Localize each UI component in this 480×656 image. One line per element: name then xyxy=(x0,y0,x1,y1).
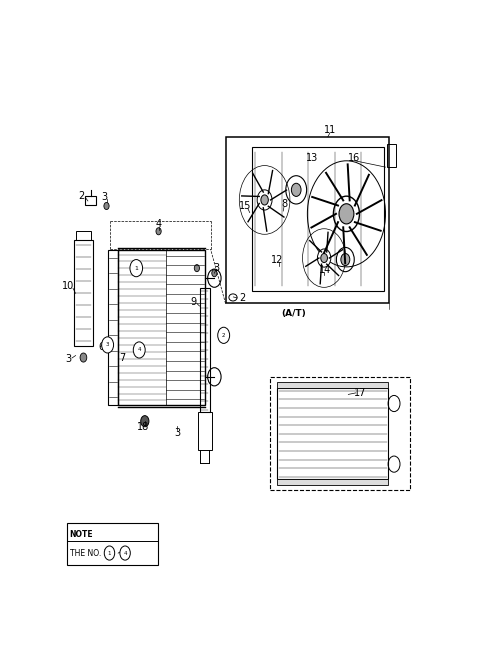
Text: 1: 1 xyxy=(108,550,111,556)
Text: 7: 7 xyxy=(120,352,126,363)
Text: 5: 5 xyxy=(217,331,224,341)
Bar xyxy=(200,289,210,412)
Text: 1: 1 xyxy=(134,266,138,271)
Text: 13: 13 xyxy=(306,153,318,163)
Circle shape xyxy=(120,546,130,560)
Circle shape xyxy=(133,342,145,358)
Circle shape xyxy=(291,183,301,196)
Text: 3: 3 xyxy=(101,192,107,203)
Circle shape xyxy=(334,196,360,232)
Circle shape xyxy=(218,327,229,343)
Circle shape xyxy=(141,416,149,427)
Text: ~: ~ xyxy=(116,548,123,558)
Text: 11: 11 xyxy=(324,125,336,135)
Circle shape xyxy=(156,228,161,235)
Circle shape xyxy=(102,337,114,353)
Text: 6: 6 xyxy=(98,342,105,352)
Text: 2: 2 xyxy=(239,293,245,304)
Circle shape xyxy=(104,546,115,560)
Circle shape xyxy=(339,204,354,224)
Text: 12: 12 xyxy=(271,255,284,264)
Bar xyxy=(277,388,388,480)
Bar xyxy=(226,137,389,304)
Bar xyxy=(198,412,212,450)
Bar xyxy=(108,251,118,405)
Text: 16: 16 xyxy=(348,153,360,163)
Bar xyxy=(387,144,396,167)
Bar xyxy=(76,232,91,240)
Circle shape xyxy=(130,260,143,277)
Text: 8: 8 xyxy=(281,199,287,209)
Circle shape xyxy=(261,195,268,205)
Text: 2: 2 xyxy=(222,333,226,338)
Text: 4: 4 xyxy=(123,550,127,556)
Text: 4: 4 xyxy=(137,348,141,352)
Text: 3: 3 xyxy=(106,342,109,348)
Text: 4: 4 xyxy=(156,219,162,229)
Text: 2: 2 xyxy=(78,191,84,201)
Text: 9: 9 xyxy=(191,297,197,307)
Bar xyxy=(67,523,158,565)
Text: NOTE: NOTE xyxy=(70,530,93,539)
Bar xyxy=(277,480,388,485)
Circle shape xyxy=(194,264,200,272)
Circle shape xyxy=(341,253,350,266)
Text: (A/T): (A/T) xyxy=(281,309,306,318)
Circle shape xyxy=(257,190,272,210)
Circle shape xyxy=(104,203,109,209)
Text: 3: 3 xyxy=(174,428,180,438)
Text: 3: 3 xyxy=(213,263,219,273)
Bar xyxy=(270,377,409,491)
Circle shape xyxy=(212,270,217,277)
Bar xyxy=(85,196,96,205)
Circle shape xyxy=(80,353,87,362)
Text: 3: 3 xyxy=(65,354,71,364)
Text: 14: 14 xyxy=(319,264,331,275)
Text: THE NO. 1 :: THE NO. 1 : xyxy=(71,548,116,558)
Bar xyxy=(118,251,205,405)
Bar xyxy=(74,240,93,346)
Text: 17: 17 xyxy=(354,388,367,398)
Bar xyxy=(277,382,388,388)
Text: 15: 15 xyxy=(239,201,252,211)
Text: 18: 18 xyxy=(136,422,149,432)
Circle shape xyxy=(317,249,331,267)
Bar xyxy=(252,147,384,291)
Circle shape xyxy=(321,253,327,262)
Text: 10: 10 xyxy=(62,281,74,291)
